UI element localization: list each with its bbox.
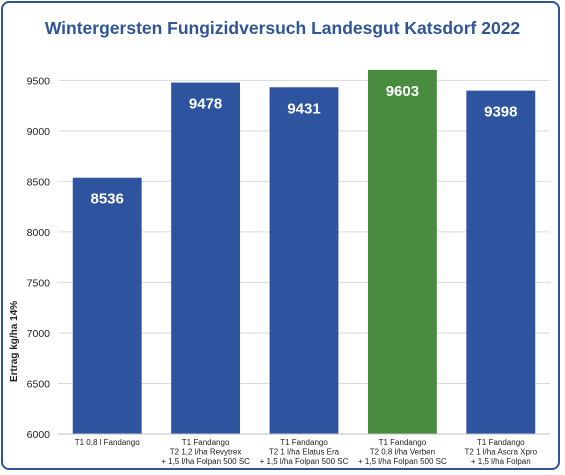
x-category-label: T1 Fandango T2 1,2 l/ha Revytrex + 1,5 l/h…	[161, 438, 250, 466]
y-tick-label: 7000	[27, 328, 51, 340]
bar	[171, 82, 241, 435]
bars	[72, 69, 536, 435]
x-axis-category-labels: T1 0,8 l Fandango T1 Fandango T2 1,2 l/ha …	[75, 438, 538, 466]
data-label: 9478	[189, 96, 222, 113]
y-tick-label: 6500	[27, 378, 51, 390]
bar	[466, 90, 536, 434]
data-label: 9603	[386, 83, 419, 100]
bar	[72, 177, 142, 434]
y-tick-label: 9500	[27, 75, 51, 87]
data-labels: 8536 9478 9431 9603 9398	[91, 83, 518, 208]
y-tick-label: 8000	[27, 227, 51, 239]
x-category-label: T1 Fandango T2 1 l/ha Ascra Xpro + 1,5 l/h…	[465, 438, 538, 466]
y-tick-label: 7500	[27, 277, 51, 289]
bar	[367, 69, 437, 434]
y-axis-title: Ertrag kg/ha 14%	[9, 301, 20, 382]
y-tick-label: 6000	[27, 429, 51, 441]
x-category-label: T1 Fandango T2 1 l/ha Elatus Era + 1,5 l/h…	[260, 438, 349, 466]
bar	[269, 87, 339, 434]
data-label: 9398	[484, 104, 517, 121]
y-tick-label: 9000	[27, 126, 51, 138]
x-category-label: T1 0,8 l Fandango	[75, 438, 140, 447]
data-label: 8536	[91, 191, 124, 208]
chart-title: Wintergersten Fungizidversuch Landesgut …	[44, 18, 521, 38]
y-tick-label: 8500	[27, 176, 51, 188]
y-axis-tick-labels: 6000 6500 7000 7500 8000 8500 9000 9500	[27, 75, 51, 441]
data-label: 9431	[287, 100, 320, 117]
x-category-label: T1 Fandango T2 0,8 l/ha Verben + 1,5 l/ha …	[358, 438, 447, 466]
